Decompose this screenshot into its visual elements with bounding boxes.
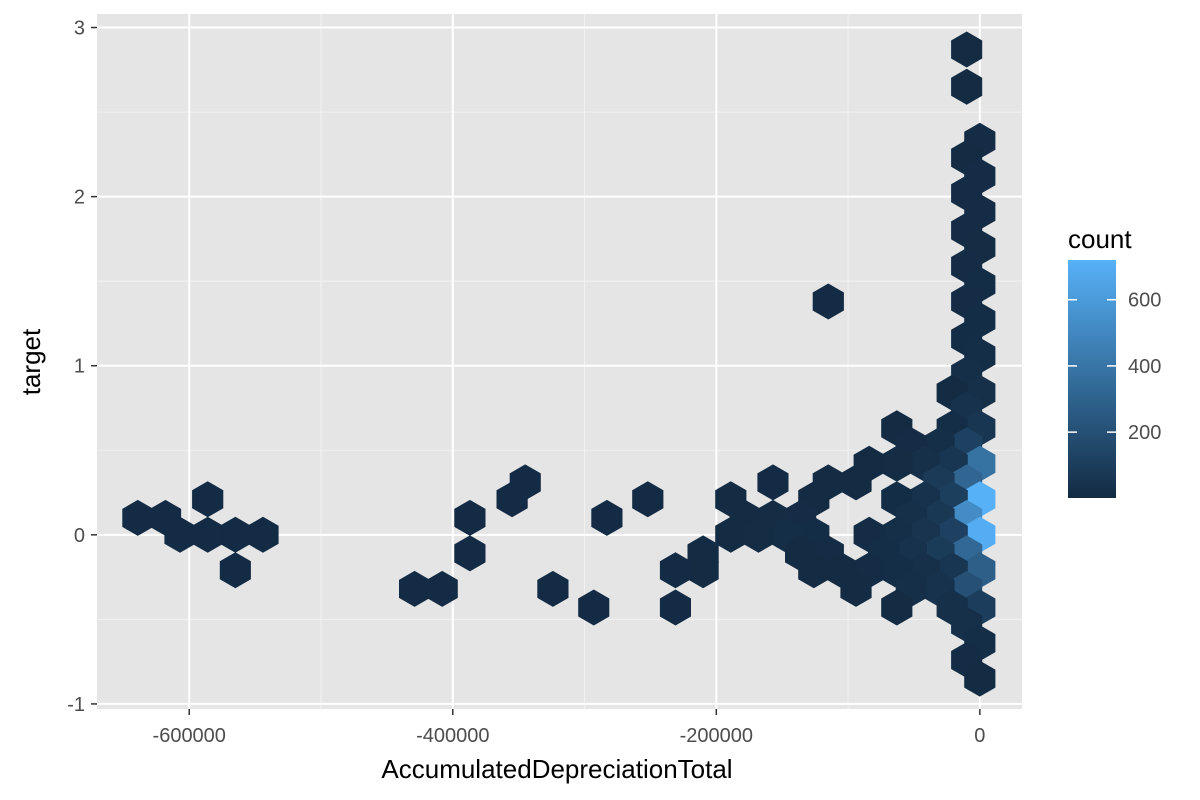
hex-bins	[122, 31, 996, 697]
hex-bin	[219, 516, 251, 553]
hex-bin	[537, 570, 569, 607]
x-tick-label: -200000	[680, 725, 753, 747]
hex-bin	[578, 589, 610, 626]
y-tick-label: 0	[74, 525, 85, 547]
hex-bin	[951, 31, 983, 68]
y-tick-label: 1	[74, 356, 85, 378]
hex-bin	[659, 589, 691, 626]
hex-bin	[426, 570, 458, 607]
legend-tick-label: 400	[1128, 356, 1161, 378]
hex-bin	[219, 552, 251, 589]
x-axis-ticks: -600000 -400000 -200000 0	[153, 709, 985, 747]
legend-ticks: 200 400 600	[1068, 290, 1161, 444]
x-tick-label: 0	[974, 725, 985, 747]
legend-title: count	[1068, 224, 1132, 254]
legend: count 200 400 600	[1068, 224, 1161, 498]
legend-tick-label: 200	[1128, 422, 1161, 444]
hex-bin	[757, 464, 789, 501]
hex-bin	[399, 570, 431, 607]
hex-bin	[454, 499, 486, 536]
hex-bin	[964, 660, 996, 697]
hex-bin	[632, 481, 664, 518]
hex-bin	[951, 68, 983, 105]
minor-gridlines	[97, 14, 1022, 709]
hex-bin	[496, 481, 528, 518]
x-tick-label: -400000	[416, 725, 489, 747]
legend-tick-label: 600	[1128, 290, 1161, 312]
hex-bin	[840, 570, 872, 607]
hex-bin	[812, 283, 844, 320]
hex-bin	[881, 445, 913, 482]
hex-bin	[840, 464, 872, 501]
hex-bin	[687, 552, 719, 589]
hex-bin	[715, 516, 747, 553]
hex-bin	[742, 516, 775, 553]
y-tick-label: -1	[67, 694, 85, 716]
hex-bin	[192, 516, 224, 553]
y-axis-title: target	[16, 328, 46, 395]
hex-bin	[122, 499, 154, 536]
legend-colorbar	[1068, 260, 1116, 498]
hex-bin	[659, 552, 691, 589]
hex-bin	[454, 535, 486, 572]
hex-bin	[164, 516, 196, 553]
hex-bin	[881, 589, 913, 626]
hex-bin	[192, 481, 224, 518]
hex-bin	[798, 552, 830, 589]
y-tick-label: 3	[74, 18, 85, 40]
x-tick-label: -600000	[153, 725, 226, 747]
x-axis-title: AccumulatedDepreciationTotal	[381, 754, 732, 784]
hex-bin	[247, 516, 279, 553]
hex-bin	[591, 499, 623, 536]
y-tick-label: 2	[74, 187, 85, 209]
y-axis-ticks: -1 0 1 2 3	[67, 18, 97, 716]
